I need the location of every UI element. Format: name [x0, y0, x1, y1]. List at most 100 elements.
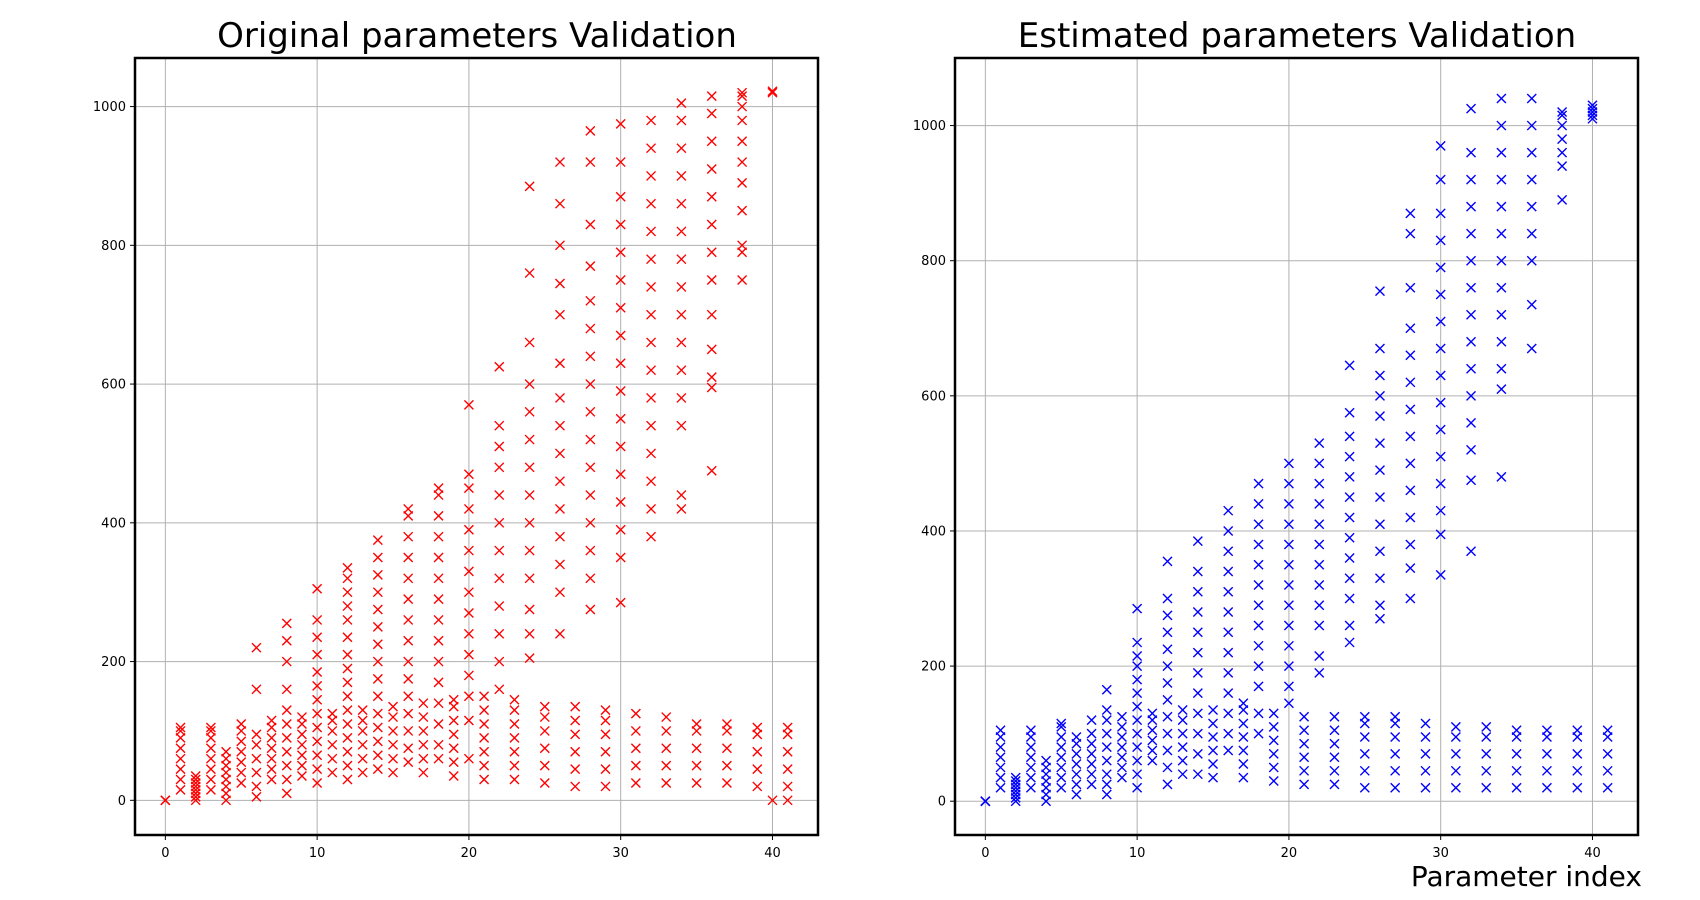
data-point-marker: [312, 583, 323, 594]
data-point-marker: [1299, 738, 1310, 749]
data-point-marker: [1010, 772, 1021, 783]
data-point-marker: [372, 764, 383, 775]
data-point-marker: [1466, 309, 1477, 320]
data-point-marker: [296, 760, 307, 771]
data-point-marker: [1132, 782, 1143, 793]
data-point-marker: [1283, 600, 1294, 611]
data-point-marker: [1496, 174, 1507, 185]
data-point-marker: [1405, 563, 1416, 574]
data-point-marker: [706, 372, 717, 383]
data-point-marker: [1602, 782, 1613, 793]
data-point-marker: [372, 552, 383, 563]
data-point-marker: [676, 115, 687, 126]
data-point-marker: [1116, 711, 1127, 722]
data-point-marker: [1466, 103, 1477, 114]
data-point-marker: [1374, 465, 1385, 476]
data-point-marker: [236, 767, 247, 778]
data-point-marker: [737, 101, 748, 112]
data-point-marker: [251, 753, 262, 764]
data-point-marker: [494, 628, 505, 639]
data-point-marker: [1116, 762, 1127, 773]
data-point-marker: [585, 351, 596, 362]
data-point-marker: [357, 753, 368, 764]
data-point-marker: [706, 191, 717, 202]
data-point-marker: [995, 782, 1006, 793]
data-point-marker: [1557, 161, 1568, 172]
data-point-marker: [676, 503, 687, 514]
data-point-marker: [1602, 765, 1613, 776]
data-point-marker: [312, 680, 323, 691]
data-point-marker: [1405, 228, 1416, 239]
data-point-marker: [281, 746, 292, 757]
data-point-marker: [1268, 775, 1279, 786]
data-point-marker: [767, 795, 778, 806]
data-point-marker: [646, 337, 657, 348]
data-point-marker: [1496, 93, 1507, 104]
data-point-marker: [1208, 772, 1219, 783]
data-point-marker: [1587, 100, 1598, 111]
data-point-marker: [342, 732, 353, 743]
data-point-marker: [1374, 600, 1385, 611]
data-point-marker: [1557, 134, 1568, 145]
right-chart-title: Estimated parameters Validation: [1018, 16, 1576, 56]
data-point-marker: [1435, 140, 1446, 151]
data-point-marker: [312, 708, 323, 719]
data-point-marker: [570, 715, 581, 726]
data-point-marker: [281, 635, 292, 646]
data-point-marker: [646, 226, 657, 237]
data-point-marker: [752, 764, 763, 775]
data-point-marker: [524, 490, 535, 501]
data-point-marker: [630, 708, 641, 719]
data-point-marker: [1056, 721, 1067, 732]
data-point-marker: [1223, 708, 1234, 719]
data-point-marker: [1344, 360, 1355, 371]
data-point-marker: [296, 739, 307, 750]
data-point-marker: [1238, 745, 1249, 756]
data-point-marker: [1329, 779, 1340, 790]
data-point-marker: [1299, 752, 1310, 763]
data-point-marker: [1374, 613, 1385, 624]
data-point-marker: [1481, 748, 1492, 759]
data-point-marker: [1086, 769, 1097, 780]
data-point-marker: [251, 791, 262, 802]
data-point-marker: [418, 725, 429, 736]
data-point-marker: [1147, 708, 1158, 719]
data-point-marker: [554, 559, 565, 570]
data-point-marker: [661, 712, 672, 723]
data-point-marker: [205, 784, 216, 795]
data-point-marker: [554, 628, 565, 639]
data-point-marker: [1557, 120, 1568, 131]
data-point-marker: [1329, 738, 1340, 749]
data-point-marker: [175, 743, 186, 754]
data-point-marker: [1223, 546, 1234, 557]
data-point-marker: [1283, 478, 1294, 489]
data-point-marker: [524, 517, 535, 528]
data-point-marker: [1223, 745, 1234, 756]
data-point-marker: [1223, 667, 1234, 678]
data-point-marker: [372, 569, 383, 580]
data-point-marker: [554, 531, 565, 542]
y-tick-label: 1000: [913, 119, 946, 134]
data-point-marker: [1314, 667, 1325, 678]
data-point-marker: [1405, 282, 1416, 293]
data-point-marker: [630, 760, 641, 771]
data-point-marker: [995, 762, 1006, 773]
data-point-marker: [403, 673, 414, 684]
data-point-marker: [1071, 759, 1082, 770]
data-point-marker: [1253, 539, 1264, 550]
data-point-marker: [1025, 752, 1036, 763]
data-point-marker: [630, 743, 641, 754]
data-point-marker: [372, 691, 383, 702]
data-point-marker: [1374, 343, 1385, 354]
data-point-marker: [327, 767, 338, 778]
data-point-marker: [327, 753, 338, 764]
data-point-marker: [1450, 748, 1461, 759]
data-point-marker: [1192, 708, 1203, 719]
data-point-marker: [312, 777, 323, 788]
data-point-marker: [1253, 661, 1264, 672]
data-point-marker: [1466, 444, 1477, 455]
data-point-marker: [1526, 228, 1537, 239]
data-point-marker: [1587, 103, 1598, 114]
data-point-marker: [646, 115, 657, 126]
data-point-marker: [706, 164, 717, 174]
